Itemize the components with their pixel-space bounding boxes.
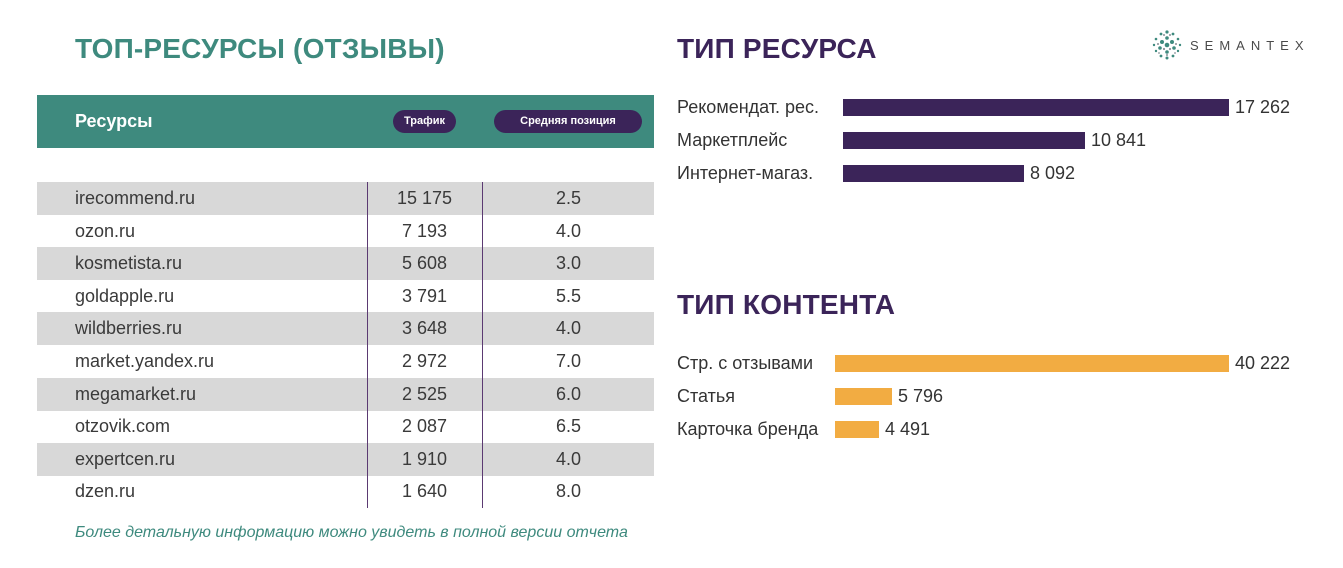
traffic-cell: 2 087 — [401, 416, 448, 437]
traffic-cell: 2 972 — [401, 351, 448, 371]
avg-position-cell: 6.0 — [555, 383, 582, 404]
content-type-bar — [835, 388, 892, 405]
avg-position-cell: 8.0 — [555, 481, 582, 502]
resource-type-bar — [843, 99, 1229, 116]
table-row: goldapple.ru 3 791 5.5 — [37, 280, 654, 313]
resource-type-bar-label: Маркетплейс — [677, 130, 788, 150]
resource-type-bar-value: 10 841 — [1091, 130, 1147, 150]
content-type-bar-value: 40 222 — [1235, 353, 1291, 373]
avg-position-cell: 3.0 — [555, 253, 582, 274]
column-divider — [367, 182, 368, 508]
traffic-cell: 3 791 — [401, 285, 448, 306]
avg-position-cell: 4.0 — [555, 448, 582, 469]
traffic-cell: 5 608 — [401, 253, 448, 274]
traffic-cell: 1 910 — [401, 448, 448, 469]
resource-type-bar-label: Интернет-магаз. — [677, 163, 814, 183]
avg-position-cell: 6.5 — [555, 416, 582, 437]
table-row: otzovik.com 2 087 6.5 — [37, 410, 654, 443]
avg-position-cell: 4.0 — [555, 318, 582, 339]
resource-type-bar-row: Маркетплейс 10 841 — [677, 129, 1307, 153]
resource-type-bar — [843, 132, 1085, 149]
resource-type-bar-row: Интернет-магаз. 8 092 — [677, 162, 1307, 186]
column-header-resources: Ресурсы — [75, 111, 153, 131]
resource-type-chart: Рекомендат. рес. 17 262 Маркетплейс 10 841 И… — [677, 96, 1307, 186]
semantex-logo: SEMANTEX — [1150, 28, 1320, 64]
avg-position-cell: 4.0 — [555, 220, 582, 241]
table-row: megamarket.ru 2 525 6.0 — [37, 377, 654, 411]
resource-type-bar-row: Рекомендат. рес. 17 262 — [677, 96, 1307, 120]
column-header-avg-position[interactable]: Средняя позиция — [494, 110, 642, 133]
resource-name-cell: irecommend.ru — [75, 188, 196, 208]
resource-name-cell: expertcen.ru — [75, 448, 176, 469]
footnote: Более детальную информацию можно увидеть… — [75, 524, 628, 541]
table-row: expertcen.ru 1 910 4.0 — [37, 442, 654, 476]
avg-position-cell: 5.5 — [555, 285, 582, 306]
dots-cluster-icon — [1152, 30, 1182, 60]
content-type-bar-row: Статья 5 796 — [677, 385, 1307, 409]
table-row: market.yandex.ru 2 972 7.0 — [37, 345, 654, 378]
content-type-bar — [835, 355, 1229, 372]
traffic-cell: 3 648 — [401, 318, 448, 339]
content-type-bar-label: Стр. с отзывами — [677, 353, 814, 373]
page-title: ТОП-РЕСУРСЫ (ОТЗЫВЫ) — [75, 33, 445, 64]
content-type-chart: Стр. с отзывами 40 222 Статья 5 796 Карточка… — [677, 352, 1307, 442]
column-header-traffic[interactable]: Трафик — [393, 110, 456, 133]
avg-position-cell: 2.5 — [555, 188, 582, 208]
table-row: ozon.ru 7 193 4.0 — [37, 215, 654, 248]
top-resources-table: Ресурсы Трафик Средняя позиция irecommen… — [37, 95, 654, 515]
table-row: wildberries.ru 3 648 4.0 — [37, 312, 654, 346]
resource-name-cell: ozon.ru — [75, 220, 136, 241]
traffic-cell: 1 640 — [401, 481, 448, 502]
resource-type-bar-value: 8 092 — [1030, 163, 1076, 183]
traffic-cell: 15 175 — [396, 188, 453, 208]
table-header: Ресурсы Трафик Средняя позиция — [37, 95, 654, 148]
resource-name-cell: kosmetista.ru — [75, 253, 183, 274]
resource-name-cell: dzen.ru — [75, 481, 136, 502]
content-type-bar-label: Карточка бренда — [677, 419, 819, 439]
resource-type-bar-value: 17 262 — [1235, 97, 1291, 117]
table-row: irecommend.ru 15 175 2.5 — [37, 182, 654, 215]
resource-type-bar-label: Рекомендат. рес. — [677, 97, 820, 117]
content-type-bar-value: 4 491 — [885, 419, 931, 439]
content-type-bar-row: Карточка бренда 4 491 — [677, 418, 1307, 442]
resource-name-cell: megamarket.ru — [75, 383, 197, 404]
avg-position-cell: 7.0 — [555, 351, 582, 371]
content-type-bar-value: 5 796 — [898, 386, 944, 406]
content-type-title: ТИП КОНТЕНТА — [677, 289, 896, 320]
resource-name-cell: goldapple.ru — [75, 285, 175, 306]
resource-name-cell: otzovik.com — [75, 416, 171, 437]
column-divider — [482, 182, 483, 508]
resource-name-cell: market.yandex.ru — [75, 351, 215, 371]
content-type-bar-row: Стр. с отзывами 40 222 — [677, 352, 1307, 376]
table-row: dzen.ru 1 640 8.0 — [37, 475, 654, 508]
content-type-bar-label: Статья — [677, 386, 736, 406]
resource-type-title: ТИП РЕСУРСА — [677, 33, 877, 64]
logo-text: SEMANTEX — [1190, 38, 1310, 53]
content-type-bar — [835, 421, 879, 438]
resource-name-cell: wildberries.ru — [75, 318, 183, 339]
traffic-cell: 2 525 — [401, 383, 448, 404]
resource-type-bar — [843, 165, 1024, 182]
traffic-cell: 7 193 — [401, 220, 448, 241]
table-row: kosmetista.ru 5 608 3.0 — [37, 247, 654, 281]
